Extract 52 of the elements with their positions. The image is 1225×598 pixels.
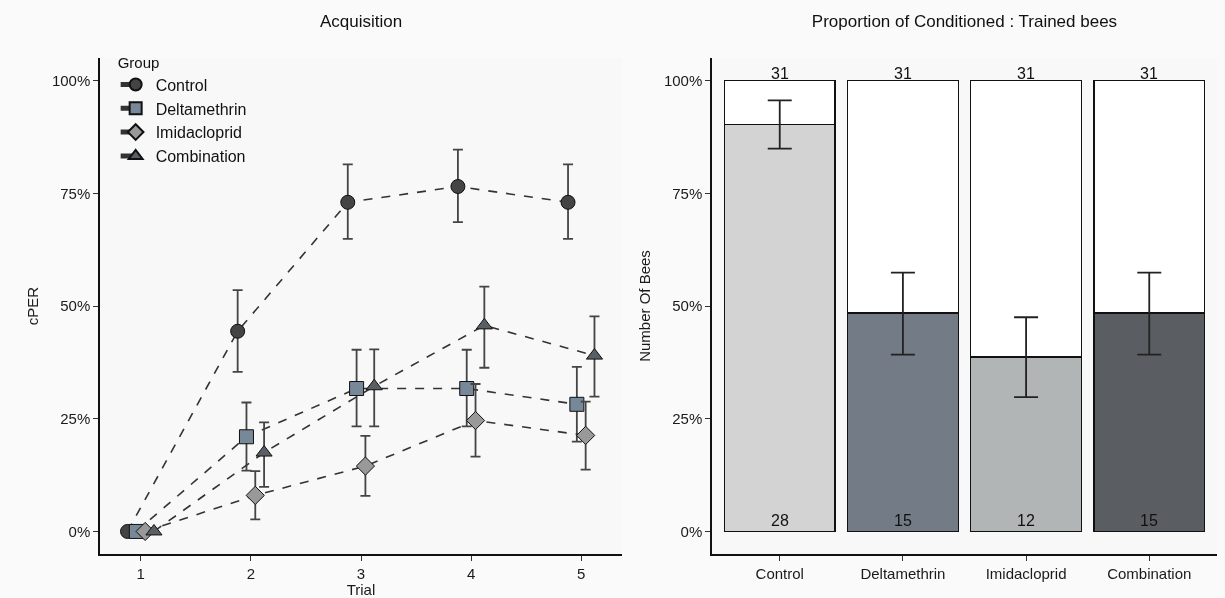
point xyxy=(145,523,163,536)
annotation: 31 xyxy=(894,65,912,82)
annotation: 31 xyxy=(771,65,789,82)
annotation: 12 xyxy=(1017,512,1035,529)
point xyxy=(230,323,246,339)
x-tick-label: Deltamethrin xyxy=(860,564,946,582)
legend-label: Deltamethrin xyxy=(155,100,247,118)
legend-label: Imidacloprid xyxy=(155,124,242,142)
x-tick-label: 3 xyxy=(356,564,366,582)
point xyxy=(238,429,254,445)
y-tick-label: 25% xyxy=(672,409,703,427)
y-tick-label: 50% xyxy=(672,297,703,315)
point xyxy=(576,425,596,446)
y-tick-label: 100% xyxy=(663,71,703,89)
point xyxy=(475,317,493,330)
x-tick-label: Combination xyxy=(1107,564,1192,582)
x-tick-label: 5 xyxy=(577,564,586,582)
point xyxy=(459,381,475,397)
annotation: 28 xyxy=(771,512,789,529)
point xyxy=(245,485,265,505)
annotation: 31 xyxy=(1140,65,1158,82)
point xyxy=(569,396,585,412)
point xyxy=(560,194,576,210)
annotation: 15 xyxy=(1140,512,1158,529)
x-tick-label: Control xyxy=(755,564,804,582)
point xyxy=(349,381,365,397)
point xyxy=(355,456,376,476)
point xyxy=(365,378,383,391)
point xyxy=(340,194,356,210)
legend-title: Group xyxy=(117,53,160,71)
point xyxy=(450,179,466,194)
chart-title: Acquisition xyxy=(319,11,403,31)
y-tick-label: 50% xyxy=(60,297,91,315)
y-tick-label: 0% xyxy=(68,522,91,540)
annotation: 15 xyxy=(894,512,912,529)
y-tick-label: 75% xyxy=(672,184,703,202)
y-tick-label: 25% xyxy=(60,409,91,427)
y-axis-title: cPER xyxy=(23,286,41,326)
x-axis-title: Trial xyxy=(346,581,376,598)
point xyxy=(465,410,486,431)
legend-label: Control xyxy=(155,76,208,94)
y-tick-label: 100% xyxy=(51,71,91,89)
legend-label: Combination xyxy=(155,148,246,166)
x-tick-label: 4 xyxy=(466,564,476,582)
chart-title: Proportion of Conditioned : Trained bees xyxy=(811,11,1118,31)
x-tick-label: 1 xyxy=(136,564,145,582)
y-tick-label: 75% xyxy=(60,184,91,202)
x-tick-label: 2 xyxy=(246,564,256,582)
annotation: 31 xyxy=(1017,65,1035,82)
y-axis-title: Number Of Bees xyxy=(635,250,653,362)
x-tick-label: Imidacloprid xyxy=(985,564,1067,582)
y-tick-label: 0% xyxy=(680,522,703,540)
